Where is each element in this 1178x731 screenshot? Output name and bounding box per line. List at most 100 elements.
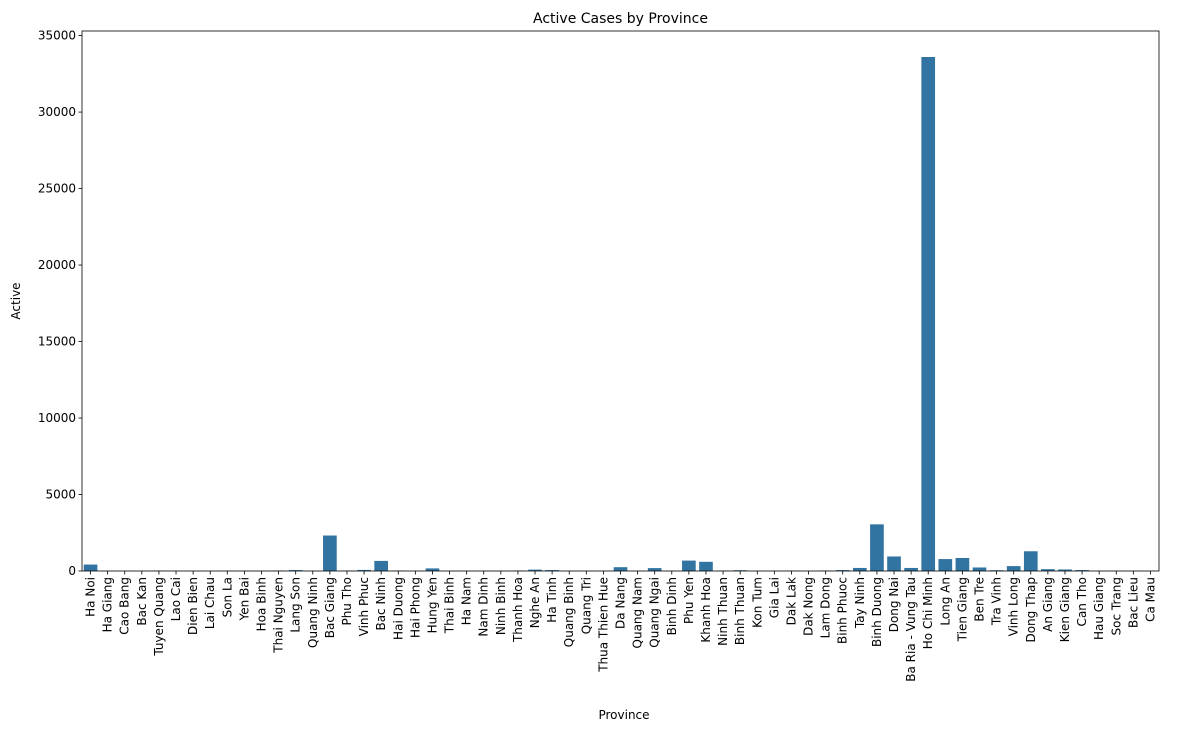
x-tick-label: Gia Lai	[767, 577, 781, 618]
y-tick-label: 20000	[38, 258, 76, 272]
bar-ha-tinh	[545, 570, 559, 571]
x-tick-label: Ho Chi Minh	[921, 577, 935, 649]
x-tick-label: Ha Tinh	[545, 577, 559, 623]
y-axis: 0 5000 10000 15000 20000 25000 30000 35000	[38, 29, 82, 578]
bar-hung-yen	[425, 568, 440, 571]
bar-vinh-long	[1006, 566, 1021, 571]
x-tick-label: An Giang	[1041, 577, 1055, 632]
bars-group	[83, 57, 1158, 571]
x-tick-label: Kien Giang	[1058, 577, 1072, 642]
x-tick-label: Vinh Phuc	[357, 577, 371, 636]
x-tick-label: Ninh Thuan	[716, 577, 730, 646]
x-tick-label: Bac Kan	[135, 577, 149, 626]
x-tick-label: Lai Chau	[203, 577, 217, 629]
bar-nghe-an	[528, 569, 542, 571]
x-tick-label: Hoa Binh	[255, 577, 269, 631]
x-tick-label: Thanh Hoa	[511, 577, 525, 643]
x-tick-label: Lao Cai	[169, 577, 183, 621]
x-tick-label: Ca Mau	[1143, 577, 1157, 622]
bar-binh-duong	[870, 524, 884, 571]
x-tick-label: Ha Noi	[84, 577, 98, 617]
x-tick-label: Ha Nam	[460, 577, 474, 625]
bar-quang-ngai	[647, 568, 662, 571]
bar-bac-ninh	[374, 560, 389, 571]
plot-frame	[81, 30, 1160, 572]
x-tick-label: Son La	[220, 577, 234, 617]
bar-dong-thap	[1023, 551, 1038, 571]
x-tick-label: Dong Nai	[887, 577, 901, 632]
x-tick-label: Ben Tre	[973, 577, 987, 622]
y-tick-label: 5000	[45, 488, 76, 502]
x-tick-label: Dak Lak	[784, 577, 798, 625]
x-tick-label: Thai Binh	[443, 577, 457, 634]
x-axis-label: Province	[598, 708, 649, 722]
x-tick-label: Lam Dong	[819, 577, 833, 638]
x-tick-label: Phu Tho	[340, 577, 354, 626]
y-tick-label: 15000	[38, 335, 76, 349]
bar-lang-son	[288, 570, 303, 571]
bar-can-tho	[1075, 570, 1089, 571]
x-tick-label: Binh Thuan	[733, 577, 747, 645]
bar-dong-nai	[887, 556, 901, 571]
bar-binh-phuoc	[835, 570, 850, 571]
x-tick-label: Bac Giang	[323, 577, 337, 638]
x-tick-label: Dien Bien	[186, 577, 200, 635]
bar-an-giang	[1041, 569, 1055, 571]
x-tick-label: Ha Giang	[101, 577, 115, 632]
x-tick-label: Hung Yen	[425, 577, 439, 633]
x-tick-label: Soc Trang	[1109, 577, 1123, 635]
x-tick-label: Long An	[938, 577, 952, 626]
y-tick-label: 0	[68, 564, 76, 578]
x-tick-label: Bac Lieu	[1126, 577, 1140, 628]
x-tick-label: Tuyen Quang	[152, 577, 166, 657]
chart-title: Active Cases by Province	[533, 11, 708, 27]
x-tick-label: Ninh Binh	[494, 577, 508, 635]
bar-phu-yen	[682, 560, 696, 571]
y-tick-label: 30000	[38, 105, 76, 119]
x-tick-label: Quang Tri	[579, 577, 593, 634]
x-tick-label: Quang Binh	[562, 577, 576, 647]
x-axis: Ha Noi Ha Giang Cao Bang Bac Kan Tuyen Quang…	[84, 571, 1157, 682]
x-tick-label: Dong Thap	[1024, 577, 1038, 643]
x-tick-label: Tien Giang	[955, 577, 969, 642]
bar-tay-ninh	[852, 567, 867, 571]
x-tick-label: Hau Giang	[1092, 577, 1106, 640]
x-tick-label: Thua Thien Hue	[596, 577, 610, 673]
bar-ba-ria-vung-tau	[904, 567, 918, 571]
bar-long-an	[938, 559, 953, 571]
x-tick-label: Thai Nguyen	[272, 577, 286, 654]
x-tick-label: Binh Dinh	[665, 577, 679, 635]
x-tick-label: Phu Yen	[682, 577, 696, 624]
y-tick-label: 35000	[38, 29, 76, 43]
x-tick-label: Dak Nong	[802, 577, 816, 636]
bar-tien-giang	[955, 557, 970, 571]
bar-khanh-hoa	[699, 561, 713, 571]
x-tick-label: Ba Ria - Vung Tau	[904, 577, 918, 682]
x-tick-label: Binh Duong	[870, 577, 884, 647]
x-tick-label: Kon Tum	[750, 577, 764, 628]
bar-da-nang	[613, 567, 628, 571]
x-tick-label: Vinh Long	[1007, 577, 1021, 636]
x-tick-label: Quang Ninh	[306, 577, 320, 648]
x-tick-label: Da Nang	[614, 577, 628, 629]
x-tick-label: Yen Bai	[237, 577, 251, 621]
x-tick-label: Quang Ngai	[648, 577, 662, 648]
x-tick-label: Khanh Hoa	[699, 577, 713, 643]
bar-vinh-phuc	[357, 569, 371, 571]
x-tick-label: Quang Nam	[631, 577, 645, 648]
x-tick-label: Tay Ninh	[853, 577, 867, 629]
x-tick-label: Tra Vinh	[990, 577, 1004, 626]
y-tick-label: 10000	[38, 411, 76, 425]
x-tick-label: Binh Phuoc	[836, 577, 850, 644]
x-tick-label: Lang Son	[289, 577, 303, 633]
x-tick-label: Can Tho	[1075, 577, 1089, 626]
x-tick-label: Cao Bang	[118, 577, 132, 635]
bar-ben-tre	[972, 567, 987, 571]
x-tick-label: Hai Phong	[408, 577, 422, 638]
bar-bac-giang	[323, 535, 337, 571]
bar-ha-noi	[83, 564, 98, 571]
y-tick-label: 25000	[38, 182, 76, 196]
bar-kien-giang	[1058, 569, 1072, 571]
x-tick-label: Bac Ninh	[374, 577, 388, 631]
